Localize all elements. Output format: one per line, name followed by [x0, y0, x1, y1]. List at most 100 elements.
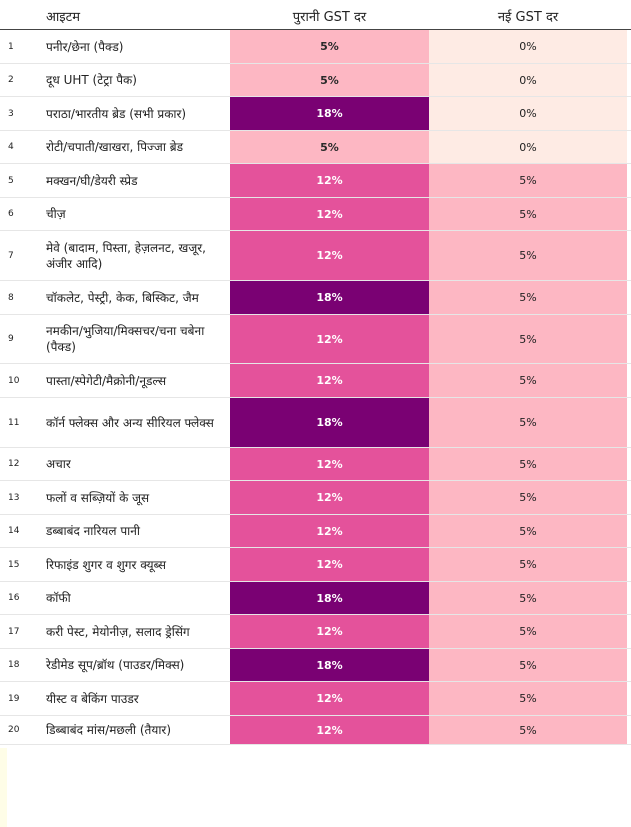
old-rate-cell: 18% — [230, 97, 429, 130]
table-row: 5 मक्खन/घी/डेयरी स्प्रेड 12% 5% — [0, 164, 631, 198]
item-name: नमकीन/भुजिया/मिक्सचर/चना चबेना (पैक्ड) — [46, 324, 205, 354]
header-new-rate: नई GST दर — [497, 10, 559, 25]
new-rate-cell: 5% — [429, 515, 627, 547]
row-number: 18 — [8, 660, 20, 670]
table-row: 2 दूध UHT (टेट्रा पैक) 5% 0% — [0, 64, 631, 97]
new-rate-cell: 5% — [429, 364, 627, 397]
table-row: 1 पनीर/छेना (पैक्ड) 5% 0% — [0, 30, 631, 64]
old-rate-cell: 18% — [230, 582, 429, 614]
item-name: चीज़ — [46, 207, 66, 221]
old-rate-cell: 12% — [230, 481, 429, 514]
table-row: 14 डब्बाबंद नारियल पानी 12% 5% — [0, 515, 631, 548]
row-number: 10 — [8, 375, 20, 386]
table-row: 15 रिफाइंड शुगर व शुगर क्यूब्स 12% 5% — [0, 548, 631, 582]
item-name: मेवे (बादाम, पिस्ता, हेज़लनट, खजूर, अंजी… — [46, 240, 206, 271]
old-rate-cell: 12% — [230, 682, 429, 715]
new-rate-cell: 5% — [429, 615, 627, 648]
new-rate-cell: 5% — [429, 198, 627, 230]
row-number: 14 — [8, 526, 20, 536]
table-row: 10 पास्ता/स्पेगेटी/मैक्रोनी/नूडल्स 12% 5% — [0, 364, 631, 398]
row-number: 12 — [8, 459, 20, 469]
table-row: 3 पराठा/भारतीय ब्रेड (सभी प्रकार) 18% 0% — [0, 97, 631, 131]
table-row: 4 रोटी/चपाती/खाखरा, पिज्जा ब्रेड 5% 0% — [0, 131, 631, 164]
new-rate-cell: 5% — [429, 682, 627, 715]
row-number: 19 — [8, 693, 20, 704]
row-number: 9 — [8, 334, 14, 344]
table-row: 11 कॉर्न फ्लेक्स और अन्य सीरियल फ्लेक्स 18… — [0, 398, 631, 448]
row-number: 2 — [8, 75, 14, 85]
new-rate-cell: 5% — [429, 716, 627, 744]
item-name: रोटी/चपाती/खाखरा, पिज्जा ब्रेड — [46, 140, 184, 154]
old-rate-cell: 12% — [230, 198, 429, 230]
table-row: 13 फलों व सब्ज़ियों के जूस 12% 5% — [0, 481, 631, 515]
old-rate-cell: 5% — [230, 64, 429, 96]
row-number: 11 — [8, 417, 20, 428]
old-rate-cell: 12% — [230, 164, 429, 197]
row-number: 3 — [8, 108, 14, 119]
old-rate-cell: 12% — [230, 448, 429, 480]
table-row: 8 चॉकलेट, पेस्ट्री, केक, बिस्किट, जैम 18% 5… — [0, 281, 631, 315]
new-rate-cell: 0% — [429, 131, 627, 163]
new-rate-cell: 5% — [429, 448, 627, 480]
old-rate-cell: 12% — [230, 615, 429, 648]
old-rate-cell: 5% — [230, 30, 429, 63]
item-name: रेडीमेड सूप/ब्रॉथ (पाउडर/मिक्स) — [46, 658, 185, 672]
old-rate-cell: 12% — [230, 315, 429, 363]
new-rate-cell: 5% — [429, 281, 627, 314]
row-number: 5 — [8, 175, 14, 186]
row-number: 17 — [8, 626, 20, 637]
table-row: 6 चीज़ 12% 5% — [0, 198, 631, 231]
row-number: 15 — [8, 559, 20, 570]
item-name: फलों व सब्ज़ियों के जूस — [46, 490, 150, 505]
item-name: चॉकलेट, पेस्ट्री, केक, बिस्किट, जैम — [46, 290, 199, 305]
table-row: 12 अचार 12% 5% — [0, 448, 631, 481]
new-rate-cell: 5% — [429, 164, 627, 197]
new-rate-cell: 5% — [429, 315, 627, 363]
row-number: 6 — [8, 209, 14, 219]
table-row: 16 कॉफी 18% 5% — [0, 582, 631, 615]
old-rate-cell: 12% — [230, 364, 429, 397]
row-number: 13 — [8, 492, 20, 503]
old-rate-cell: 12% — [230, 515, 429, 547]
gst-rate-table: आइटम पुरानी GST दर नई GST दर 1 पनीर/छेना … — [0, 0, 631, 745]
row-number: 20 — [8, 725, 20, 735]
table-row: 7 मेवे (बादाम, पिस्ता, हेज़लनट, खजूर, अंज… — [0, 231, 631, 281]
item-name: डिब्बाबंद मांस/मछली (तैयार) — [46, 723, 172, 737]
row-number: 8 — [8, 292, 14, 303]
item-name: रिफाइंड शुगर व शुगर क्यूब्स — [46, 557, 166, 572]
item-name: यीस्ट व बेकिंग पाउडर — [46, 691, 139, 706]
table-row: 17 करी पेस्ट, मेयोनीज़, सलाद ड्रेसिंग 12% 5… — [0, 615, 631, 649]
item-name: कॉफी — [46, 591, 71, 605]
header-item: आइटम — [46, 10, 80, 25]
row-number: 1 — [8, 41, 14, 52]
table-row: 18 रेडीमेड सूप/ब्रॉथ (पाउडर/मिक्स) 18% 5% — [0, 649, 631, 682]
header-old-rate: पुरानी GST दर — [292, 10, 367, 25]
new-rate-cell: 5% — [429, 649, 627, 681]
row-number: 4 — [8, 142, 14, 152]
item-name: डब्बाबंद नारियल पानी — [46, 524, 141, 538]
old-rate-cell: 18% — [230, 649, 429, 681]
old-rate-cell: 5% — [230, 131, 429, 163]
old-rate-cell: 12% — [230, 231, 429, 280]
item-name: कॉर्न फ्लेक्स और अन्य सीरियल फ्लेक्स — [46, 415, 214, 430]
table-header: आइटम पुरानी GST दर नई GST दर — [0, 0, 631, 30]
item-name: अचार — [46, 457, 71, 471]
new-rate-cell: 5% — [429, 481, 627, 514]
new-rate-cell: 0% — [429, 97, 627, 130]
table-row: 9 नमकीन/भुजिया/मिक्सचर/चना चबेना (पैक्ड) 1… — [0, 315, 631, 364]
new-rate-cell: 5% — [429, 231, 627, 280]
old-rate-cell: 18% — [230, 398, 429, 447]
old-rate-cell: 18% — [230, 281, 429, 314]
item-name: पराठा/भारतीय ब्रेड (सभी प्रकार) — [46, 106, 187, 121]
item-name: पास्ता/स्पेगेटी/मैक्रोनी/नूडल्स — [46, 373, 167, 388]
table-row: 20 डिब्बाबंद मांस/मछली (तैयार) 12% 5% — [0, 716, 631, 745]
row-number: 16 — [8, 593, 20, 603]
new-rate-cell: 0% — [429, 64, 627, 96]
new-rate-cell: 0% — [429, 30, 627, 63]
new-rate-cell: 5% — [429, 398, 627, 447]
new-rate-cell: 5% — [429, 582, 627, 614]
row-number: 7 — [8, 250, 14, 261]
item-name: दूध UHT (टेट्रा पैक) — [46, 73, 137, 87]
item-name: मक्खन/घी/डेयरी स्प्रेड — [46, 173, 138, 188]
item-name: पनीर/छेना (पैक्ड) — [46, 39, 124, 54]
